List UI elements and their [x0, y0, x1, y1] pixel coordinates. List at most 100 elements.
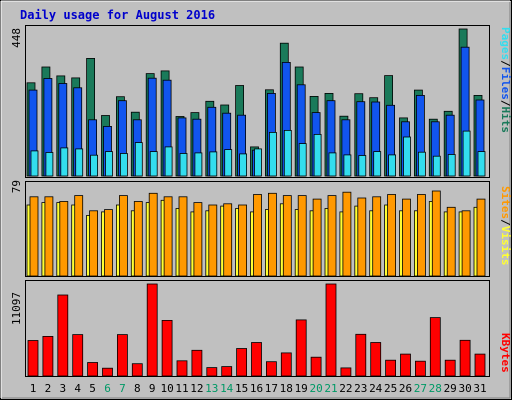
x-tick-label: 22	[339, 382, 352, 395]
bar-kbytes	[474, 353, 486, 377]
x-tick-label: 14	[220, 382, 234, 395]
bar-kbytes	[325, 283, 337, 377]
legend-sep: /	[499, 100, 512, 107]
legend-pages: Pages	[499, 27, 512, 60]
bar-pages	[432, 155, 441, 177]
x-tick-label: 25	[384, 382, 397, 395]
bar-visits	[282, 195, 292, 277]
bar-kbytes	[27, 340, 39, 377]
legend-sep: /	[499, 60, 512, 67]
ymax-label-middle: 79	[10, 180, 23, 193]
bar-kbytes	[429, 317, 441, 377]
bar-kbytes	[251, 342, 262, 377]
bar-pages	[462, 130, 471, 177]
bar-kbytes	[117, 334, 128, 377]
bar-visits	[253, 194, 262, 277]
legend-sep: /	[499, 219, 512, 226]
legend-files: Files	[499, 67, 512, 100]
bar-visits	[342, 191, 352, 277]
bar-visits	[387, 194, 397, 277]
bar-pages	[403, 136, 411, 177]
bar-kbytes	[265, 361, 277, 377]
legend-middle: Sites/Visits	[499, 186, 512, 266]
bar-pages	[209, 151, 218, 177]
x-tick-label: 20	[309, 382, 322, 395]
bar-kbytes	[146, 283, 158, 377]
x-tick-label: 12	[190, 382, 203, 395]
bar-pages	[313, 133, 322, 177]
x-tick-label: 8	[134, 382, 141, 395]
x-tick-label: 7	[119, 382, 126, 395]
bar-visits	[44, 196, 54, 277]
bar-kbytes	[370, 342, 382, 377]
legend-kbytes: KBytes	[499, 333, 512, 373]
bar-visits	[327, 195, 337, 277]
x-tick-label: 11	[175, 382, 188, 395]
panel-frame-bottom	[25, 280, 490, 377]
bar-visits	[89, 210, 98, 277]
bar-visits	[148, 192, 158, 277]
bar-kbytes	[295, 319, 307, 377]
x-tick-label: 24	[369, 382, 383, 395]
bar-visits	[402, 198, 411, 277]
bar-kbytes	[102, 367, 113, 377]
x-tick-label: 16	[250, 382, 263, 395]
bar-pages	[358, 155, 367, 177]
bar-visits	[357, 197, 367, 277]
bar-pages	[90, 154, 98, 177]
bar-pages	[194, 152, 203, 177]
bar-pages	[149, 151, 158, 177]
x-tick-label: 15	[235, 382, 248, 395]
bar-visits	[133, 201, 143, 277]
bar-visits	[416, 194, 426, 277]
legend-hits: Hits	[499, 107, 512, 134]
bar-pages	[179, 153, 188, 177]
bar-pages	[328, 152, 337, 177]
x-tick-label: 6	[104, 382, 111, 395]
bar-kbytes	[161, 319, 173, 377]
x-tick-label: 27	[414, 382, 427, 395]
bar-pages	[268, 131, 277, 177]
bar-kbytes	[236, 348, 248, 377]
bar-pages	[477, 151, 486, 177]
bar-kbytes	[355, 333, 367, 377]
x-tick-labels: 1 2 3 4 5 6 7 8 9 10 11 12 13 14 15 16 17 18 19 20 21 22 23 24 2…	[30, 382, 487, 395]
bar-pages	[120, 153, 128, 177]
legend-visits: Visits	[499, 226, 512, 266]
bar-visits	[476, 198, 486, 277]
bar-pages	[134, 142, 143, 177]
bar-visits	[446, 206, 456, 277]
bar-pages	[298, 143, 307, 177]
bar-kbytes	[444, 359, 456, 377]
legend-top: Pages/Files/Hits	[499, 27, 512, 133]
bar-visits	[119, 195, 128, 277]
bar-pages	[417, 151, 426, 177]
x-tick-label: 28	[429, 382, 442, 395]
bar-kbytes	[400, 353, 411, 377]
bar-pages	[343, 154, 352, 177]
bar-visits	[193, 202, 203, 277]
panel-frame-middle	[25, 181, 490, 277]
bar-kbytes	[176, 360, 188, 377]
bar-pages	[388, 154, 397, 177]
ymax-label-top: 448	[10, 28, 23, 48]
bar-pages	[254, 148, 262, 177]
x-tick-label: 10	[160, 382, 173, 395]
ymax-label-bottom: 11097	[10, 292, 23, 325]
legend-sites: Sites	[499, 186, 512, 219]
x-tick-label: 23	[354, 382, 367, 395]
chart-title: Daily usage for August 2016	[20, 8, 215, 22]
bar-visits	[59, 201, 69, 277]
bar-kbytes	[206, 367, 218, 377]
x-tick-label: 13	[205, 382, 218, 395]
bar-kbytes	[221, 366, 233, 377]
x-tick-label: 3	[59, 382, 66, 395]
bar-pages	[373, 151, 382, 177]
bar-kbytes	[280, 352, 292, 377]
x-tick-label: 1	[30, 382, 37, 395]
panel-frame-top	[25, 25, 490, 178]
x-tick-label: 21	[324, 382, 337, 395]
bar-kbytes	[72, 334, 84, 377]
